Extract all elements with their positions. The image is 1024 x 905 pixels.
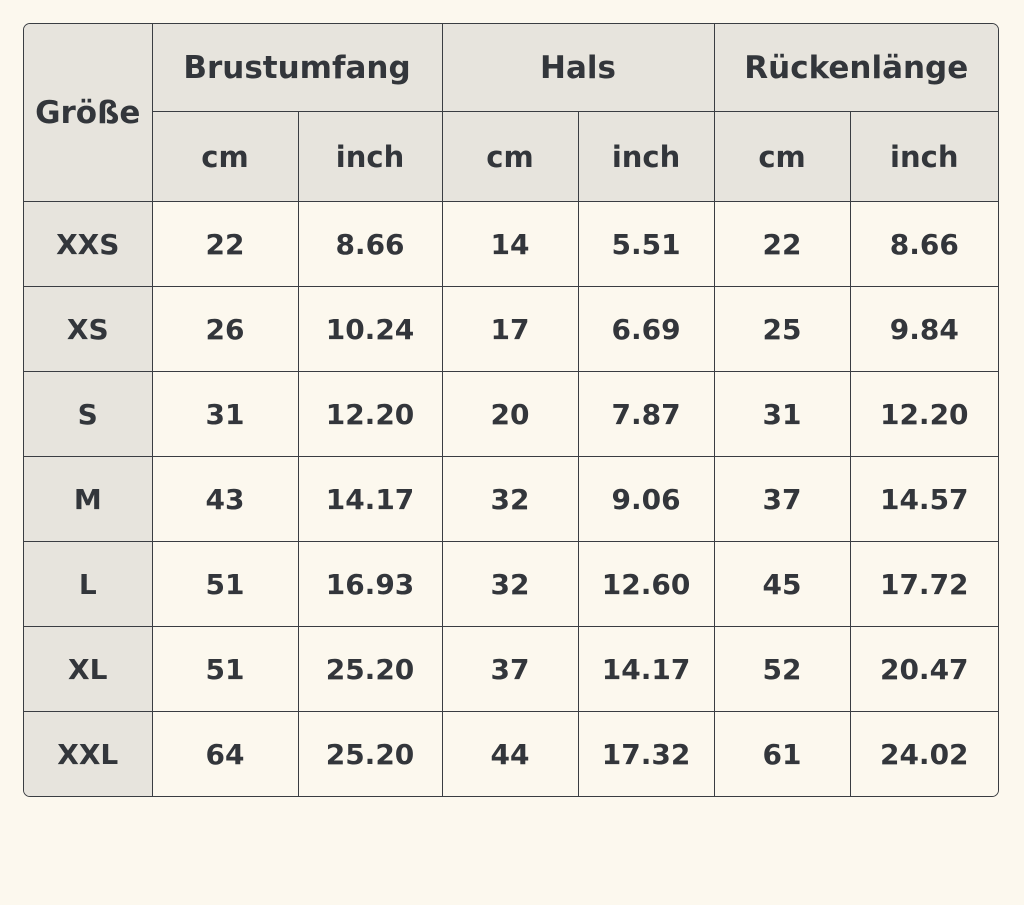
value-cell: 14.57 — [849, 456, 998, 542]
value-cell: 22 — [151, 201, 299, 287]
unit-header: cm — [441, 111, 579, 202]
unit-header: inch — [849, 111, 998, 202]
size-cell: XXL — [24, 711, 153, 796]
value-cell: 43 — [151, 456, 299, 542]
value-cell: 61 — [713, 711, 851, 796]
size-cell: S — [24, 371, 153, 457]
value-cell: 25 — [713, 286, 851, 372]
value-cell: 8.66 — [297, 201, 443, 287]
size-cell: XXS — [24, 201, 153, 287]
unit-header: inch — [297, 111, 443, 202]
value-cell: 12.20 — [849, 371, 998, 457]
value-cell: 31 — [713, 371, 851, 457]
value-cell: 16.93 — [297, 541, 443, 627]
unit-header: inch — [577, 111, 715, 202]
value-cell: 51 — [151, 626, 299, 712]
value-cell: 6.69 — [577, 286, 715, 372]
value-cell: 64 — [151, 711, 299, 796]
value-cell: 17.72 — [849, 541, 998, 627]
value-cell: 5.51 — [577, 201, 715, 287]
group-header-neck: Hals — [441, 24, 715, 112]
value-cell: 14 — [441, 201, 579, 287]
table-row: XL 51 25.20 37 14.17 52 20.47 — [24, 626, 998, 712]
size-cell: L — [24, 541, 153, 627]
value-cell: 32 — [441, 456, 579, 542]
value-cell: 26 — [151, 286, 299, 372]
table-row: XXL 64 25.20 44 17.32 61 24.02 — [24, 711, 998, 796]
value-cell: 9.84 — [849, 286, 998, 372]
size-cell: XL — [24, 626, 153, 712]
value-cell: 32 — [441, 541, 579, 627]
value-cell: 8.66 — [849, 201, 998, 287]
unit-header: cm — [152, 111, 299, 202]
value-cell: 25.20 — [297, 711, 443, 796]
value-cell: 44 — [441, 711, 579, 796]
value-cell: 24.02 — [849, 711, 998, 796]
value-cell: 20.47 — [849, 626, 998, 712]
value-cell: 37 — [441, 626, 579, 712]
value-cell: 17 — [441, 286, 579, 372]
unit-header: cm — [713, 111, 851, 202]
value-cell: 10.24 — [297, 286, 443, 372]
group-header-chest: Brustumfang — [151, 24, 443, 112]
value-cell: 7.87 — [577, 371, 715, 457]
group-header-back-length: Rückenlänge — [713, 24, 998, 112]
value-cell: 14.17 — [297, 456, 443, 542]
table-row: M 43 14.17 32 9.06 37 14.57 — [24, 456, 998, 542]
value-cell: 22 — [713, 201, 851, 287]
size-cell: XS — [24, 286, 153, 372]
size-chart-table: Größe Brustumfang Hals Rückenlänge cm inc… — [23, 23, 999, 797]
value-cell: 37 — [713, 456, 851, 542]
table-row: XXS 22 8.66 14 5.51 22 8.66 — [24, 201, 998, 287]
table-row: L 51 16.93 32 12.60 45 17.72 — [24, 541, 998, 627]
value-cell: 12.60 — [577, 541, 715, 627]
value-cell: 20 — [441, 371, 579, 457]
size-header: Größe — [24, 24, 153, 202]
value-cell: 25.20 — [297, 626, 443, 712]
value-cell: 51 — [151, 541, 299, 627]
value-cell: 31 — [151, 371, 299, 457]
value-cell: 9.06 — [577, 456, 715, 542]
value-cell: 12.20 — [297, 371, 443, 457]
table-row: XS 26 10.24 17 6.69 25 9.84 — [24, 286, 998, 372]
size-cell: M — [24, 456, 153, 542]
value-cell: 14.17 — [577, 626, 715, 712]
value-cell: 52 — [713, 626, 851, 712]
value-cell: 45 — [713, 541, 851, 627]
table-row: S 31 12.20 20 7.87 31 12.20 — [24, 371, 998, 457]
value-cell: 17.32 — [577, 711, 715, 796]
